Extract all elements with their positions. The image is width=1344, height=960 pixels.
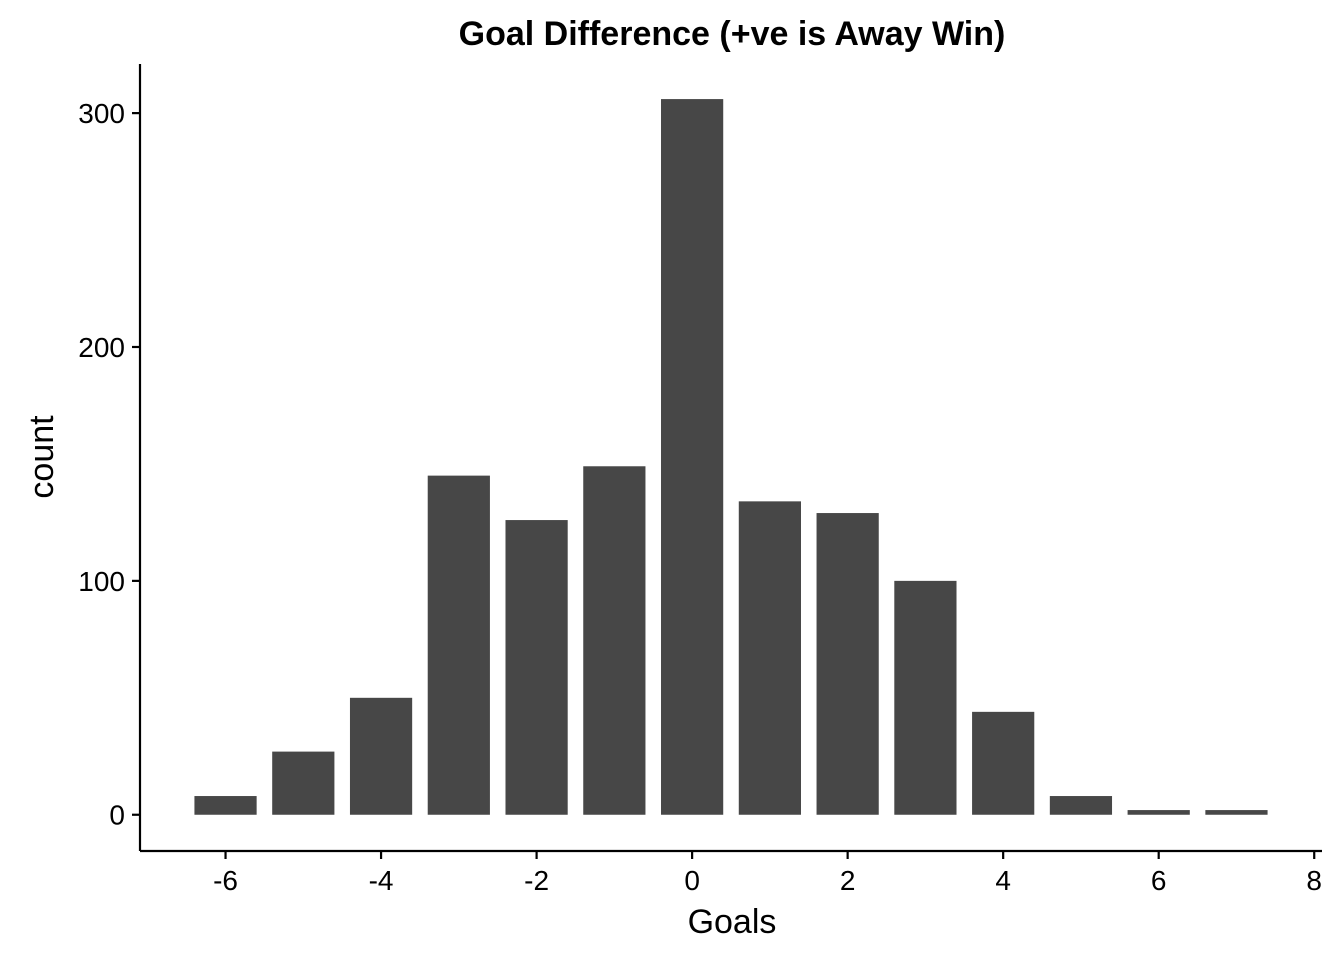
x-tick-label: -6 [213,865,238,896]
bar-x--5 [272,751,335,815]
bar-x-2 [816,513,879,815]
x-tick-label: 0 [684,865,700,896]
x-tick-label: -4 [369,865,394,896]
bar-x-1 [738,501,801,815]
y-tick-label: 100 [78,566,125,597]
y-tick-label: 300 [78,98,125,129]
x-axis-label: Goals [688,903,777,941]
x-tick-label: 8 [1306,865,1322,896]
bar-x--1 [583,466,646,815]
y-axis-ticks: 0 100 200 300 [78,98,140,831]
x-tick-label: -2 [524,865,549,896]
x-tick-label: 2 [840,865,856,896]
bar-x-6 [1127,810,1190,815]
bar-x--3 [427,475,490,815]
bar-x-4 [972,711,1035,815]
y-axis-label: count [23,415,61,499]
bar-x--2 [505,520,568,815]
chart-title: Goal Difference (+ve is Away Win) [459,15,1006,53]
bar-x-7 [1205,810,1268,815]
bar-x--6 [194,796,257,815]
bar-x--4 [349,697,413,815]
bar-x-0 [661,99,724,815]
y-tick-label: 0 [109,800,125,831]
y-tick-label: 200 [78,332,125,363]
bar-x-3 [894,580,957,815]
x-axis-ticks: -6 -4 -2 0 2 4 6 8 [213,851,1322,896]
bar-x-5 [1049,796,1113,815]
x-tick-label: 6 [1151,865,1167,896]
x-tick-label: 4 [995,865,1011,896]
bars-group [194,99,1268,815]
